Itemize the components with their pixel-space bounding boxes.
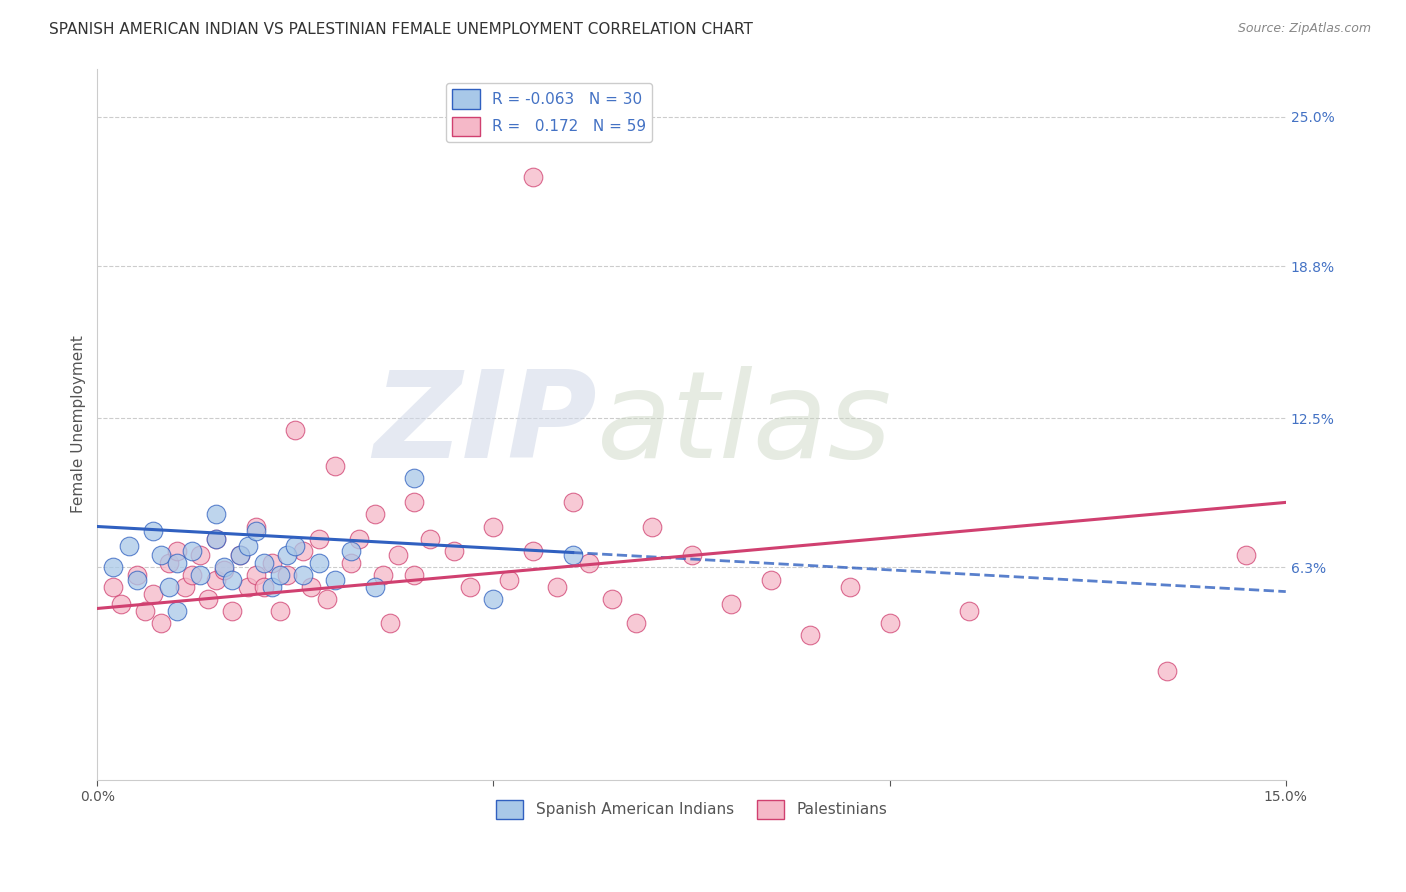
Point: [641, 519, 664, 533]
Point: [363, 580, 385, 594]
Point: [720, 597, 742, 611]
Point: [260, 556, 283, 570]
Legend: Spanish American Indians, Palestinians: Spanish American Indians, Palestinians: [489, 794, 893, 825]
Point: [602, 591, 624, 606]
Text: Source: ZipAtlas.com: Source: ZipAtlas.com: [1237, 22, 1371, 36]
Point: [292, 543, 315, 558]
Point: [308, 532, 330, 546]
Point: [157, 556, 180, 570]
Point: [221, 604, 243, 618]
Point: [323, 459, 346, 474]
Point: [419, 532, 441, 546]
Point: [245, 524, 267, 539]
Point: [546, 580, 568, 594]
Text: SPANISH AMERICAN INDIAN VS PALESTINIAN FEMALE UNEMPLOYMENT CORRELATION CHART: SPANISH AMERICAN INDIAN VS PALESTINIAN F…: [49, 22, 754, 37]
Point: [340, 556, 363, 570]
Point: [404, 471, 426, 485]
Point: [347, 532, 370, 546]
Point: [387, 549, 409, 563]
Point: [245, 519, 267, 533]
Point: [292, 567, 315, 582]
Point: [624, 615, 647, 630]
Point: [284, 423, 307, 437]
Point: [253, 580, 276, 594]
Point: [229, 549, 252, 563]
Point: [166, 556, 188, 570]
Text: atlas: atlas: [596, 366, 891, 483]
Point: [221, 573, 243, 587]
Point: [380, 615, 402, 630]
Point: [276, 549, 298, 563]
Point: [181, 543, 204, 558]
Point: [205, 508, 228, 522]
Point: [142, 524, 165, 539]
Point: [188, 567, 211, 582]
Point: [316, 591, 339, 606]
Point: [212, 563, 235, 577]
Point: [561, 495, 583, 509]
Point: [149, 615, 172, 630]
Point: [839, 580, 862, 594]
Point: [173, 580, 195, 594]
Point: [205, 532, 228, 546]
Point: [561, 549, 583, 563]
Point: [149, 549, 172, 563]
Point: [236, 539, 259, 553]
Point: [443, 543, 465, 558]
Point: [142, 587, 165, 601]
Point: [118, 539, 141, 553]
Point: [253, 556, 276, 570]
Point: [1234, 549, 1257, 563]
Point: [166, 543, 188, 558]
Y-axis label: Female Unemployment: Female Unemployment: [72, 335, 86, 513]
Point: [205, 532, 228, 546]
Point: [340, 543, 363, 558]
Point: [110, 597, 132, 611]
Point: [229, 549, 252, 563]
Point: [681, 549, 703, 563]
Point: [371, 567, 394, 582]
Point: [188, 549, 211, 563]
Point: [879, 615, 901, 630]
Point: [957, 604, 980, 618]
Point: [125, 567, 148, 582]
Point: [323, 573, 346, 587]
Point: [166, 604, 188, 618]
Point: [157, 580, 180, 594]
Point: [498, 573, 520, 587]
Point: [236, 580, 259, 594]
Point: [522, 169, 544, 184]
Point: [578, 556, 600, 570]
Point: [245, 567, 267, 582]
Point: [103, 560, 125, 574]
Point: [522, 543, 544, 558]
Point: [103, 580, 125, 594]
Point: [458, 580, 481, 594]
Point: [269, 567, 291, 582]
Text: ZIP: ZIP: [373, 366, 596, 483]
Point: [269, 604, 291, 618]
Point: [799, 628, 821, 642]
Point: [482, 519, 505, 533]
Point: [759, 573, 782, 587]
Point: [363, 508, 385, 522]
Point: [134, 604, 156, 618]
Point: [308, 556, 330, 570]
Point: [212, 560, 235, 574]
Point: [125, 573, 148, 587]
Point: [181, 567, 204, 582]
Point: [260, 580, 283, 594]
Point: [284, 539, 307, 553]
Point: [276, 567, 298, 582]
Point: [1156, 664, 1178, 678]
Point: [299, 580, 322, 594]
Point: [205, 573, 228, 587]
Point: [482, 591, 505, 606]
Point: [197, 591, 219, 606]
Point: [404, 567, 426, 582]
Point: [404, 495, 426, 509]
